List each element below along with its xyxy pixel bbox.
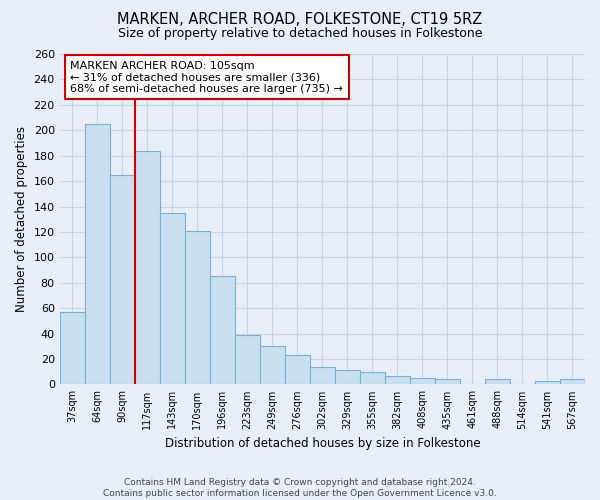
Bar bbox=[385, 376, 410, 384]
Bar bbox=[110, 174, 135, 384]
Y-axis label: Number of detached properties: Number of detached properties bbox=[15, 126, 28, 312]
Bar bbox=[285, 355, 310, 384]
Text: Contains HM Land Registry data © Crown copyright and database right 2024.
Contai: Contains HM Land Registry data © Crown c… bbox=[103, 478, 497, 498]
Bar bbox=[360, 372, 385, 384]
Bar bbox=[135, 150, 160, 384]
Bar bbox=[235, 335, 260, 384]
Bar bbox=[335, 370, 360, 384]
Bar bbox=[59, 312, 85, 384]
Text: MARKEN, ARCHER ROAD, FOLKESTONE, CT19 5RZ: MARKEN, ARCHER ROAD, FOLKESTONE, CT19 5R… bbox=[118, 12, 482, 28]
Bar bbox=[535, 380, 560, 384]
Text: MARKEN ARCHER ROAD: 105sqm
← 31% of detached houses are smaller (336)
68% of sem: MARKEN ARCHER ROAD: 105sqm ← 31% of deta… bbox=[70, 60, 343, 94]
Bar bbox=[85, 124, 110, 384]
Bar bbox=[410, 378, 435, 384]
Bar bbox=[560, 380, 585, 384]
Bar bbox=[435, 380, 460, 384]
Bar bbox=[310, 366, 335, 384]
Bar bbox=[210, 276, 235, 384]
Bar bbox=[160, 213, 185, 384]
X-axis label: Distribution of detached houses by size in Folkestone: Distribution of detached houses by size … bbox=[164, 437, 480, 450]
Bar bbox=[185, 230, 210, 384]
Bar bbox=[485, 380, 510, 384]
Bar bbox=[260, 346, 285, 385]
Text: Size of property relative to detached houses in Folkestone: Size of property relative to detached ho… bbox=[118, 28, 482, 40]
